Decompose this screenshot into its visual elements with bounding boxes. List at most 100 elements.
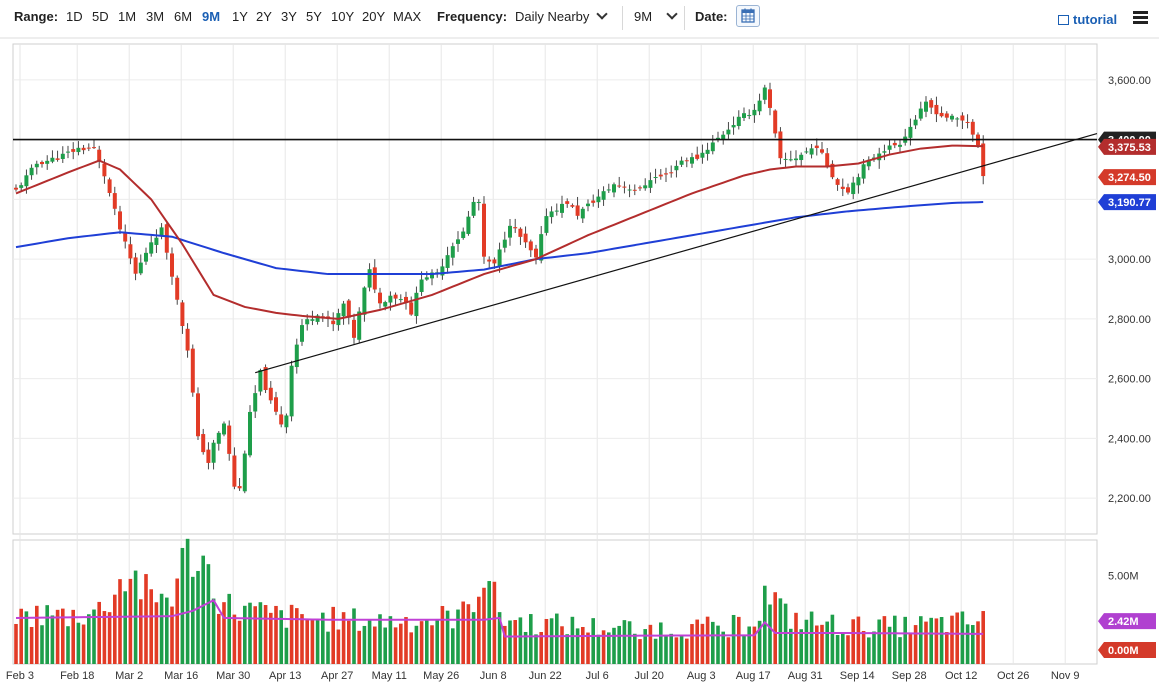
range-6m-button[interactable]: 6M xyxy=(174,9,193,24)
x-tick-label: Jun 8 xyxy=(480,670,507,682)
calendar-icon xyxy=(741,8,755,23)
volume-bar xyxy=(643,629,647,664)
volume-bar xyxy=(659,622,663,664)
volume-bar xyxy=(305,619,309,664)
menu-button[interactable] xyxy=(1133,11,1148,24)
range-5d-button[interactable]: 5D xyxy=(92,9,109,24)
period-select[interactable]: 9M xyxy=(634,8,678,25)
candle-body xyxy=(752,109,757,116)
y-tick-label: 2,600.00 xyxy=(1108,374,1151,386)
candle-body xyxy=(71,149,76,152)
candle-body xyxy=(466,216,471,234)
candle-body xyxy=(284,415,289,428)
volume-bar xyxy=(539,631,543,664)
range-9m-button[interactable]: 9M xyxy=(202,9,221,24)
volume-bar xyxy=(544,618,549,664)
volume-bar xyxy=(763,585,767,664)
range-3m-button[interactable]: 3M xyxy=(146,9,165,24)
candle-body xyxy=(736,116,741,127)
y-tick-label: 2,200.00 xyxy=(1108,493,1151,505)
candle-body xyxy=(575,205,580,216)
candle-body xyxy=(783,158,788,160)
volume-bar xyxy=(601,630,606,664)
volume-bar xyxy=(440,605,445,664)
volume-bar xyxy=(331,606,335,664)
hamburger-icon-bar xyxy=(1133,21,1148,24)
candle-body xyxy=(409,302,414,315)
candle-body xyxy=(92,147,96,149)
x-tick-label: Aug 31 xyxy=(788,670,823,682)
volume-bar xyxy=(929,617,933,664)
volume-bar xyxy=(575,628,580,664)
candle-body xyxy=(76,147,81,153)
volume-bar xyxy=(373,626,377,664)
candle-body xyxy=(596,196,601,203)
candle-body xyxy=(601,191,606,200)
volume-bar xyxy=(175,578,179,664)
candle-body xyxy=(185,328,190,351)
volume-bar xyxy=(165,597,169,664)
volume-bar xyxy=(430,625,434,664)
range-20y-button[interactable]: 20Y xyxy=(362,9,386,24)
volume-bar xyxy=(778,598,783,664)
volume-bar xyxy=(154,602,159,664)
volume-bar xyxy=(310,618,315,664)
range-2y-button[interactable]: 2Y xyxy=(256,9,272,24)
volume-bar xyxy=(139,599,143,664)
volume-bar xyxy=(227,593,231,664)
range-max-button[interactable]: MAX xyxy=(393,9,422,24)
candle-body xyxy=(159,227,164,236)
calendar-button[interactable] xyxy=(736,5,760,27)
volume-bar xyxy=(378,614,382,664)
candle-body xyxy=(502,239,507,248)
volume-bar xyxy=(825,621,829,664)
candle-body xyxy=(133,257,138,274)
volume-bar xyxy=(409,632,413,664)
x-tick-label: Jul 20 xyxy=(635,670,664,682)
candle-body xyxy=(731,125,736,128)
candle-body xyxy=(570,205,575,207)
range-10y-button[interactable]: 10Y xyxy=(331,9,355,24)
hamburger-icon xyxy=(1133,11,1148,14)
volume-bar xyxy=(653,638,658,664)
volume-bar xyxy=(737,616,741,664)
candle-body xyxy=(887,145,892,150)
volume-bar xyxy=(71,609,75,664)
candle-body xyxy=(222,423,226,435)
frequency-select[interactable]: Daily Nearby xyxy=(515,8,609,25)
hamburger-icon-bar xyxy=(1133,16,1148,19)
range-1m-button[interactable]: 1M xyxy=(118,9,137,24)
volume-bar xyxy=(45,605,49,664)
frequency-label: Frequency: xyxy=(437,9,508,24)
candle-body xyxy=(24,175,29,187)
candle-body xyxy=(107,179,112,193)
range-5y-button[interactable]: 5Y xyxy=(306,9,322,24)
volume-bar xyxy=(731,614,736,664)
candle-body xyxy=(263,367,268,391)
candle-body xyxy=(679,160,684,165)
candle-body xyxy=(289,365,294,417)
candle-body xyxy=(690,157,694,164)
range-1y-button[interactable]: 1Y xyxy=(232,9,248,24)
candle-body xyxy=(253,393,258,412)
volume-bar xyxy=(284,627,289,664)
volume-bar xyxy=(492,581,497,664)
volume-bar xyxy=(924,621,928,664)
volume-bar xyxy=(466,604,471,664)
x-tick-label: Nov 9 xyxy=(1051,670,1080,682)
volume-bar xyxy=(243,605,247,664)
svg-text:3,190.77: 3,190.77 xyxy=(1108,197,1151,209)
volume-zero-label: 0.00M xyxy=(1098,642,1156,658)
range-1d-button[interactable]: 1D xyxy=(66,9,83,24)
svg-text:3,274.50: 3,274.50 xyxy=(1108,172,1151,184)
volume-bar xyxy=(877,619,881,664)
candle-body xyxy=(955,118,960,120)
volume-bar xyxy=(326,631,330,664)
candle-body xyxy=(274,397,278,412)
candle-body xyxy=(835,179,840,185)
candle-body xyxy=(939,112,944,117)
range-3y-button[interactable]: 3Y xyxy=(281,9,297,24)
volume-bar xyxy=(633,633,637,664)
candle-body xyxy=(315,315,320,322)
tutorial-link[interactable]: tutorial xyxy=(1058,12,1117,27)
